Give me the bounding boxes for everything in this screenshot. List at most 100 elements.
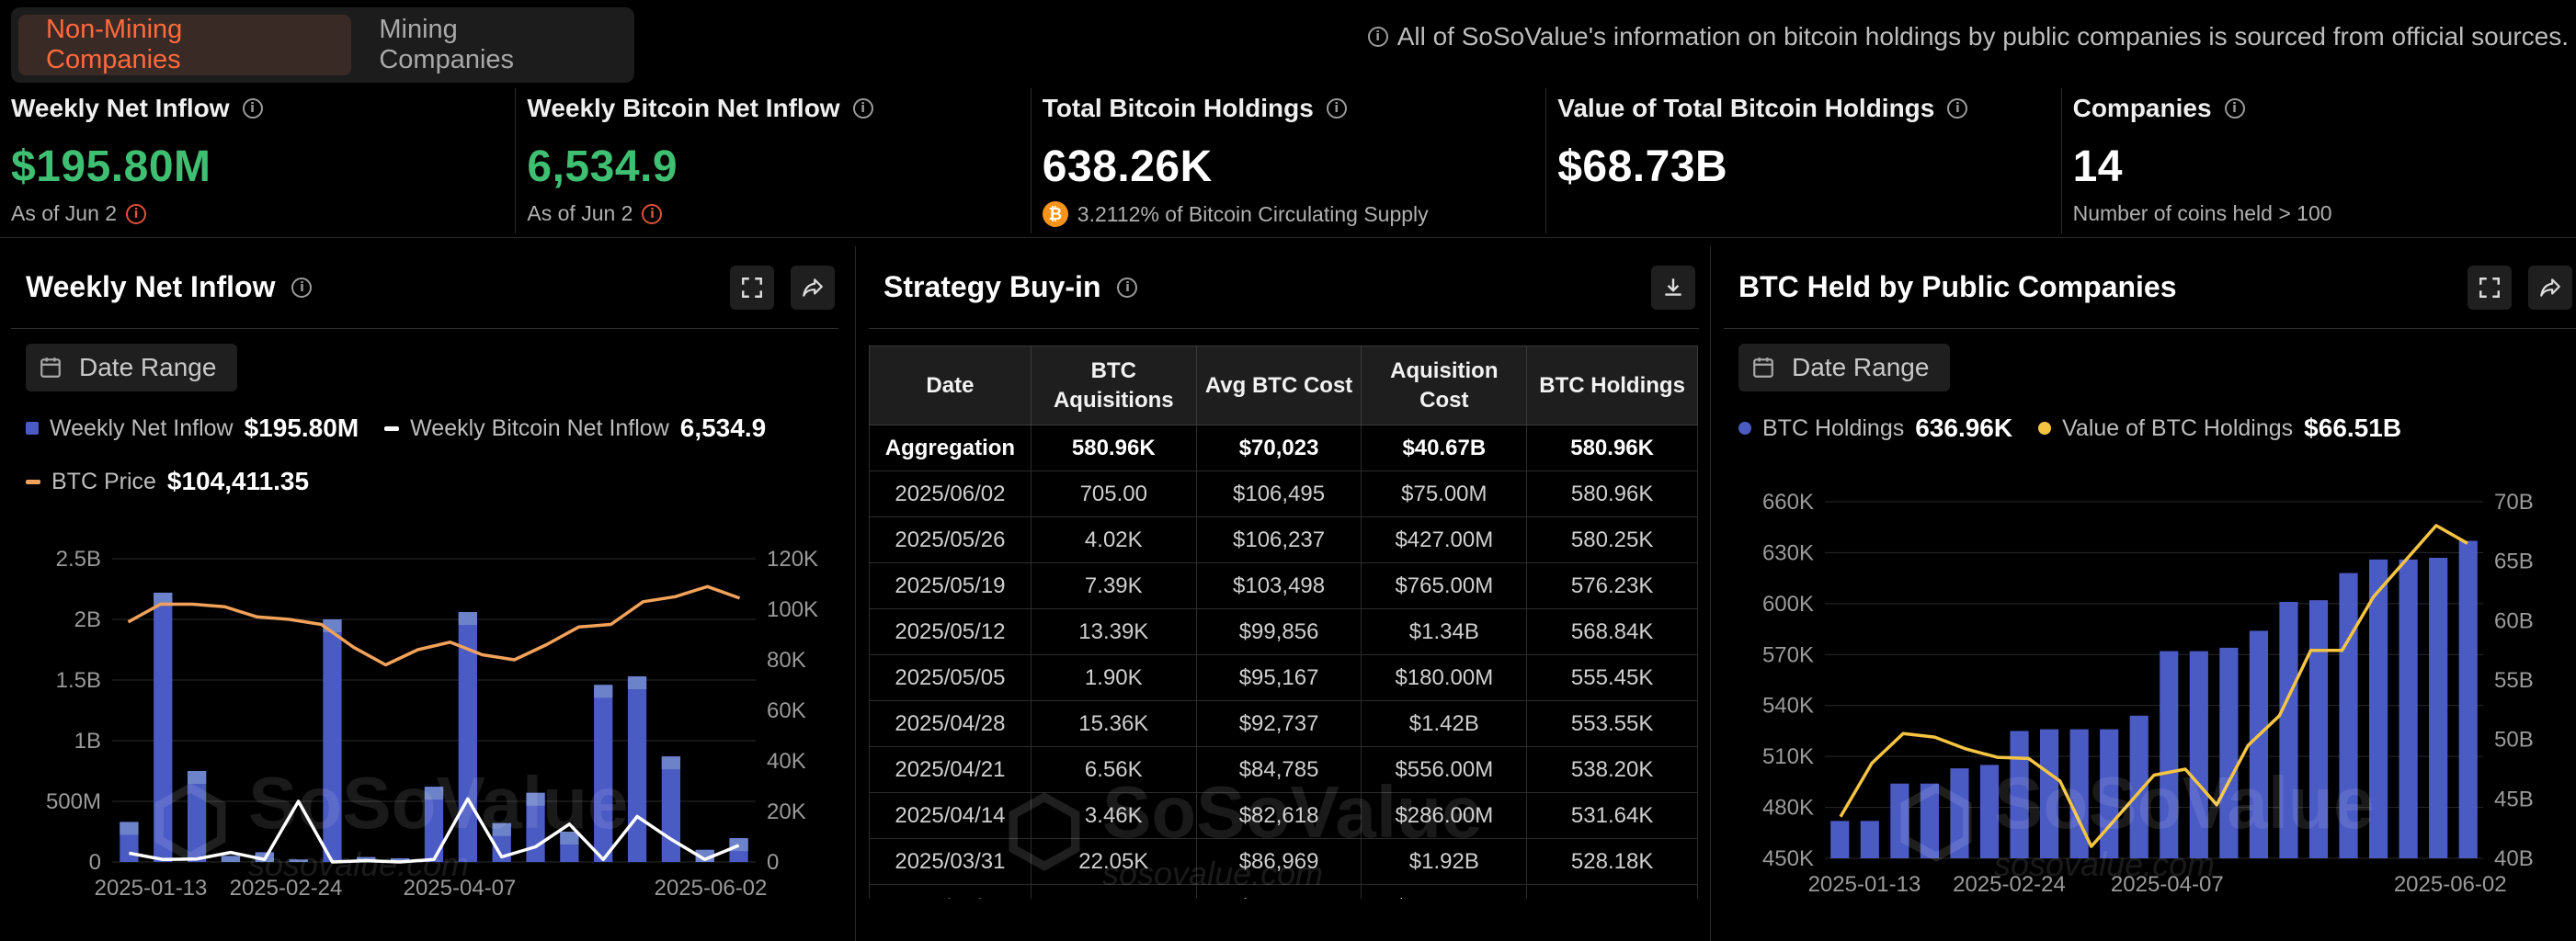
bar-accent	[187, 771, 207, 784]
y-right-tick-label: 40B	[2494, 846, 2534, 871]
stat-weekly-btc-net-inflow: Weekly Bitcoin Net Inflow i 6,534.9 As of…	[515, 88, 1030, 233]
date-range-button[interactable]: Date Range	[1738, 344, 1950, 391]
legend-item[interactable]: Weekly Net Inflow $195.80M	[26, 414, 359, 443]
y-left-tick-label: 2.5B	[56, 547, 101, 572]
company-type-tabs: Non-Mining Companies Mining Companies	[11, 7, 634, 83]
column-header: Date	[869, 346, 1032, 425]
tab-non-mining[interactable]: Non-Mining Companies	[18, 15, 352, 75]
x-tick-label: 2025-06-02	[2394, 872, 2507, 897]
table-cell: 2025/05/05	[869, 654, 1032, 701]
bar-accent	[458, 612, 477, 626]
legend-name: Weekly Bitcoin Net Inflow	[410, 414, 669, 441]
table-cell: $84,529	[1195, 884, 1362, 899]
column-header: BTC Holdings	[1526, 346, 1698, 425]
table-cell: 15.36K	[1030, 700, 1197, 747]
legend-item[interactable]: Value of BTC Holdings $66.51B	[2038, 414, 2401, 443]
bar	[594, 685, 613, 862]
legend-value: $195.80M	[244, 414, 359, 442]
fullscreen-button[interactable]	[730, 265, 774, 310]
bar	[1890, 783, 1909, 858]
y-right-tick-label: 100K	[767, 597, 818, 622]
bar	[323, 619, 342, 862]
info-icon[interactable]: i	[242, 98, 263, 119]
legend-name: BTC Price	[51, 468, 156, 494]
bar	[2369, 559, 2388, 858]
info-icon[interactable]: i	[852, 98, 873, 119]
table-cell: 506.14K	[1526, 884, 1698, 899]
info-icon[interactable]: i	[291, 277, 313, 298]
bar	[2279, 602, 2298, 858]
alert-icon[interactable]: i	[642, 203, 663, 224]
table-cell: 555.45K	[1526, 654, 1698, 701]
column-header: Avg BTC Cost	[1195, 346, 1362, 425]
y-left-tick-label: 570K	[1762, 642, 1814, 667]
table-cell: 4.02K	[1030, 516, 1197, 563]
date-range-button[interactable]: Date Range	[26, 344, 237, 391]
legend-swatch	[26, 479, 40, 484]
table-cell: $95,167	[1195, 654, 1362, 701]
table-cell: 705.00	[1030, 470, 1197, 517]
bar	[2010, 731, 2029, 858]
y-left-tick-label: 1B	[74, 729, 101, 754]
table-header: Date BTC Aquisitions Avg BTC Cost Aquisitio…	[869, 346, 1698, 425]
fullscreen-button[interactable]	[2468, 265, 2512, 310]
stat-label: Weekly Net Inflow	[11, 94, 230, 122]
table-cell: 2025/04/21	[869, 746, 1032, 793]
bar	[1860, 821, 1879, 858]
chart-legend: BTC Holdings 636.96K Value of BTC Holding…	[1738, 414, 2576, 443]
stats-row: Weekly Net Inflow i $195.80M As of Jun 2 i…	[0, 88, 2576, 233]
strategy-buy-in-panel: Strategy Buy-in i Date BTC Aquisitions Avg …	[855, 246, 1699, 941]
panel-title: BTC Held by Public Companies	[1738, 270, 2177, 303]
table-body: Aggregation 580.96K $70,023 $40.67B 580.96K 2…	[869, 425, 1698, 899]
legend-item[interactable]: BTC Price $104,411.35	[26, 467, 309, 496]
bar	[661, 756, 681, 862]
share-button[interactable]	[2528, 265, 2572, 310]
info-icon[interactable]: i	[1947, 98, 1968, 119]
legend-swatch	[1738, 422, 1751, 435]
bar-accent	[560, 832, 579, 845]
share-button[interactable]	[791, 265, 835, 310]
bar	[1950, 768, 1969, 858]
table-cell: 13.39K	[1030, 608, 1197, 655]
stat-label: Total Bitcoin Holdings	[1042, 94, 1314, 122]
table-cell: 1.90K	[1030, 654, 1197, 701]
y-left-tick-label: 2B	[74, 607, 101, 632]
bar	[154, 592, 173, 862]
legend-name: BTC Holdings	[1762, 414, 1905, 441]
table-cell: 568.84K	[1526, 608, 1698, 655]
stat-weekly-net-inflow: Weekly Net Inflow i $195.80M As of Jun 2 i	[0, 88, 515, 233]
chart-legend: Weekly Net Inflow $195.80M Weekly Bitcoin…	[26, 414, 835, 496]
share-icon	[803, 278, 823, 297]
legend-item[interactable]: BTC Holdings 636.96K	[1738, 414, 2012, 443]
share-icon	[2540, 278, 2560, 297]
bar	[2399, 559, 2418, 858]
y-right-tick-label: 40K	[767, 749, 806, 774]
info-icon[interactable]: i	[1117, 277, 1138, 298]
download-button[interactable]	[1651, 265, 1695, 310]
info-icon[interactable]: i	[1326, 98, 1347, 119]
legend-item[interactable]: Weekly Bitcoin Net Inflow 6,534.9	[384, 414, 766, 443]
y-left-tick-label: 540K	[1762, 694, 1814, 719]
table-cell: $99,856	[1195, 608, 1362, 655]
bar	[2189, 651, 2208, 858]
table-row: 2025/05/26 4.02K $106,237 $427.00M 580.25K	[869, 516, 1698, 563]
bar-accent	[120, 822, 139, 835]
table-row: 2025/05/05 1.90K $95,167 $180.00M 555.45K	[869, 654, 1698, 701]
alert-icon[interactable]: i	[126, 203, 147, 224]
stat-value: 638.26K	[1042, 142, 1213, 191]
expand-icon	[742, 277, 762, 298]
info-icon[interactable]: i	[2224, 98, 2245, 119]
table-cell: $106,237	[1195, 516, 1362, 563]
table-cell: 538.20K	[1526, 746, 1698, 793]
y-right-tick-label: 0	[767, 850, 779, 875]
table-cell: 528.18K	[1526, 838, 1698, 885]
stat-value-total-btc: Value of Total Bitcoin Holdings i $68.73B	[1545, 88, 2060, 233]
series-line	[1839, 524, 2468, 848]
legend-swatch	[2038, 422, 2052, 435]
tab-mining[interactable]: Mining Companies	[379, 15, 515, 74]
aggregation-row: Aggregation 580.96K $70,023 $40.67B 580.96K	[869, 425, 1698, 471]
table-cell: 6.91K	[1030, 884, 1197, 899]
stat-value: 6,534.9	[527, 142, 678, 191]
table-scroll[interactable]: Date BTC Aquisitions Avg BTC Cost Aquisitio…	[869, 329, 1699, 899]
expand-icon	[2479, 277, 2500, 298]
